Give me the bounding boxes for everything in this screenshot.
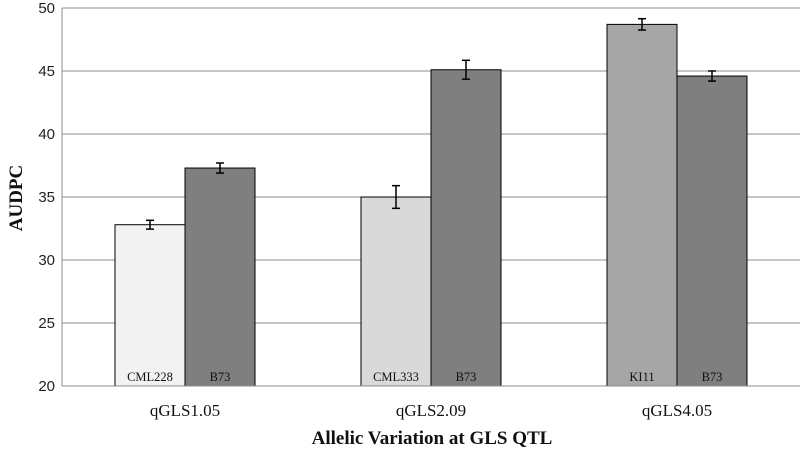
bar-label: CML228 (127, 370, 173, 384)
x-tick-label: qGLS4.05 (642, 401, 712, 420)
y-tick-label: 25 (38, 315, 55, 332)
bar-label: B73 (210, 370, 231, 384)
labels-layer: 20 25 30 35 40 45 50 CML228 B73 qGLS1.05 CML333 B73… (38, 0, 722, 420)
bar (676, 75, 748, 387)
x-axis-title: Allelic Variation at GLS QTL (312, 428, 553, 449)
bar (184, 167, 256, 387)
y-tick-label: 20 (38, 378, 55, 395)
y-tick-label: 40 (38, 126, 55, 143)
bar-label: KI11 (629, 370, 654, 384)
axes-layer (61, 8, 800, 387)
x-tick-label: qGLS1.05 (150, 401, 220, 420)
bar (430, 69, 502, 387)
bar (114, 224, 186, 387)
y-axis-title: AUDPC (6, 165, 27, 232)
y-tick-label: 45 (38, 63, 55, 80)
bar-label: CML333 (373, 370, 419, 384)
bar (606, 23, 678, 387)
y-tick-label: 35 (38, 189, 55, 206)
x-tick-label: qGLS2.09 (396, 401, 466, 420)
y-tick-label: 30 (38, 252, 55, 269)
bar-label: B73 (456, 370, 477, 384)
bars-layer (114, 17, 748, 387)
bar-label: B73 (702, 370, 723, 384)
bar (360, 196, 432, 387)
y-tick-label: 50 (38, 0, 55, 17)
